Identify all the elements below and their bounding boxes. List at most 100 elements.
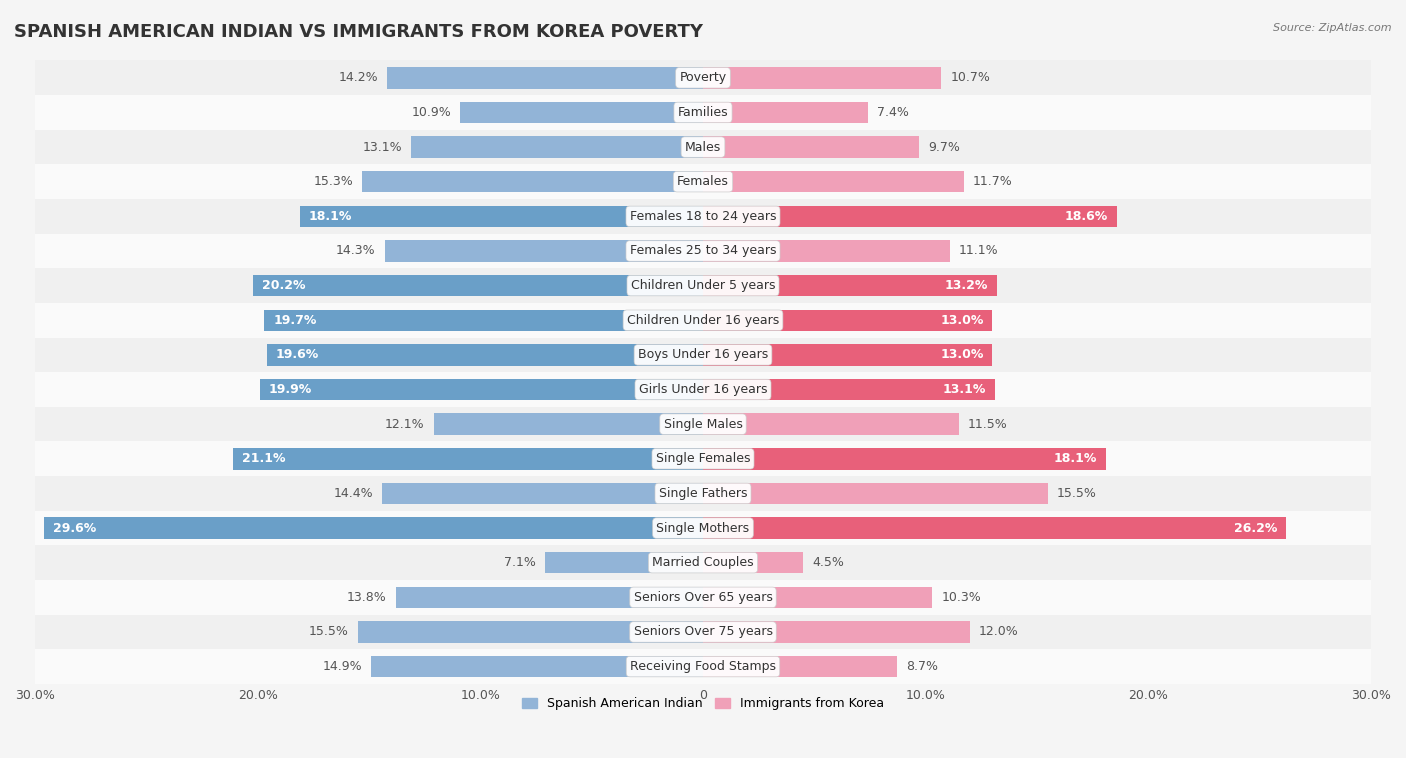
Bar (35, 95, 1371, 130)
Text: Males: Males (685, 140, 721, 154)
Text: 11.1%: 11.1% (959, 245, 998, 258)
Text: Boys Under 16 years: Boys Under 16 years (638, 349, 768, 362)
Text: 13.1%: 13.1% (942, 383, 986, 396)
Bar (703, 67, 941, 89)
Bar (546, 552, 703, 573)
Bar (703, 171, 963, 193)
Bar (703, 136, 920, 158)
Text: Girls Under 16 years: Girls Under 16 years (638, 383, 768, 396)
Bar (299, 205, 703, 227)
Text: Poverty: Poverty (679, 71, 727, 84)
Text: Receiving Food Stamps: Receiving Food Stamps (630, 660, 776, 673)
Bar (44, 517, 703, 539)
Text: Single Mothers: Single Mothers (657, 522, 749, 534)
Text: Females 25 to 34 years: Females 25 to 34 years (630, 245, 776, 258)
Bar (433, 413, 703, 435)
Text: 11.5%: 11.5% (967, 418, 1008, 431)
Bar (703, 587, 932, 608)
Text: 12.0%: 12.0% (979, 625, 1019, 638)
Text: Females 18 to 24 years: Females 18 to 24 years (630, 210, 776, 223)
Text: Seniors Over 65 years: Seniors Over 65 years (634, 590, 772, 604)
Text: 4.5%: 4.5% (813, 556, 844, 569)
Bar (35, 615, 1371, 650)
Bar (382, 483, 703, 504)
Bar (35, 303, 1371, 337)
Text: 7.4%: 7.4% (877, 106, 908, 119)
Bar (395, 587, 703, 608)
Text: SPANISH AMERICAN INDIAN VS IMMIGRANTS FROM KOREA POVERTY: SPANISH AMERICAN INDIAN VS IMMIGRANTS FR… (14, 23, 703, 41)
Bar (35, 130, 1371, 164)
Text: Families: Families (678, 106, 728, 119)
Bar (359, 622, 703, 643)
Bar (703, 205, 1118, 227)
Bar (35, 476, 1371, 511)
Text: Seniors Over 75 years: Seniors Over 75 years (634, 625, 772, 638)
Text: Children Under 5 years: Children Under 5 years (631, 279, 775, 292)
Text: 8.7%: 8.7% (905, 660, 938, 673)
Bar (371, 656, 703, 678)
Text: 18.1%: 18.1% (1053, 453, 1097, 465)
Text: 10.9%: 10.9% (412, 106, 451, 119)
Bar (363, 171, 703, 193)
Text: 14.4%: 14.4% (333, 487, 374, 500)
Text: 13.1%: 13.1% (363, 140, 402, 154)
Text: 14.3%: 14.3% (336, 245, 375, 258)
Text: 15.5%: 15.5% (309, 625, 349, 638)
Bar (35, 407, 1371, 441)
Bar (260, 379, 703, 400)
Text: Females: Females (678, 175, 728, 188)
Legend: Spanish American Indian, Immigrants from Korea: Spanish American Indian, Immigrants from… (517, 692, 889, 715)
Bar (703, 309, 993, 331)
Text: 12.1%: 12.1% (385, 418, 425, 431)
Bar (703, 622, 970, 643)
Bar (412, 136, 703, 158)
Bar (703, 517, 1286, 539)
Text: 9.7%: 9.7% (928, 140, 960, 154)
Bar (703, 379, 994, 400)
Text: 19.7%: 19.7% (273, 314, 316, 327)
Bar (703, 656, 897, 678)
Text: 26.2%: 26.2% (1234, 522, 1278, 534)
Text: 13.0%: 13.0% (941, 349, 984, 362)
Text: Children Under 16 years: Children Under 16 years (627, 314, 779, 327)
Text: 20.2%: 20.2% (262, 279, 305, 292)
Bar (35, 268, 1371, 303)
Text: Single Males: Single Males (664, 418, 742, 431)
Bar (703, 413, 959, 435)
Text: 11.7%: 11.7% (973, 175, 1012, 188)
Bar (35, 650, 1371, 684)
Text: 14.9%: 14.9% (322, 660, 363, 673)
Bar (264, 309, 703, 331)
Bar (35, 233, 1371, 268)
Bar (703, 275, 997, 296)
Text: Source: ZipAtlas.com: Source: ZipAtlas.com (1274, 23, 1392, 33)
Text: 10.7%: 10.7% (950, 71, 990, 84)
Text: 21.1%: 21.1% (242, 453, 285, 465)
Bar (703, 102, 868, 123)
Bar (35, 441, 1371, 476)
Bar (35, 511, 1371, 545)
Bar (35, 580, 1371, 615)
Text: 19.6%: 19.6% (276, 349, 319, 362)
Text: 13.2%: 13.2% (945, 279, 988, 292)
Bar (703, 448, 1107, 469)
Bar (35, 337, 1371, 372)
Bar (703, 240, 950, 262)
Bar (385, 240, 703, 262)
Text: 18.6%: 18.6% (1064, 210, 1108, 223)
Text: 29.6%: 29.6% (53, 522, 96, 534)
Text: 13.8%: 13.8% (347, 590, 387, 604)
Text: 19.9%: 19.9% (269, 383, 312, 396)
Text: 13.0%: 13.0% (941, 314, 984, 327)
Bar (703, 483, 1047, 504)
Bar (253, 275, 703, 296)
Text: 15.5%: 15.5% (1057, 487, 1097, 500)
Bar (387, 67, 703, 89)
Text: 14.2%: 14.2% (339, 71, 378, 84)
Text: Single Fathers: Single Fathers (659, 487, 747, 500)
Bar (35, 545, 1371, 580)
Text: Single Females: Single Females (655, 453, 751, 465)
Bar (267, 344, 703, 365)
Text: Married Couples: Married Couples (652, 556, 754, 569)
Text: 7.1%: 7.1% (505, 556, 536, 569)
